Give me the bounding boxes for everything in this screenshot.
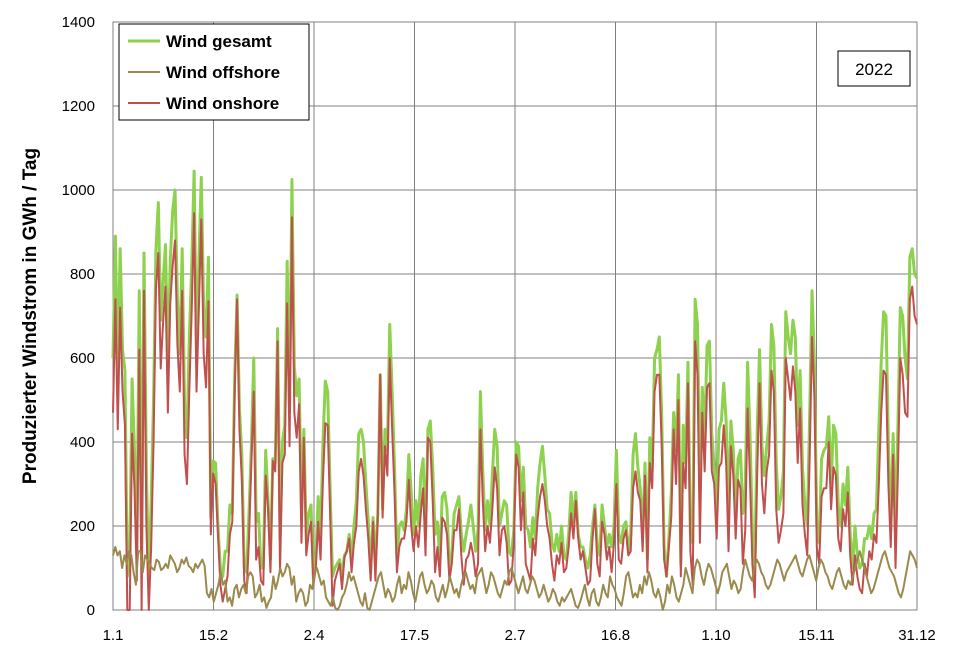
y-tick-label: 600 (70, 350, 95, 367)
y-tick-label: 1400 (62, 14, 95, 31)
x-tick-label: 15.2 (199, 627, 228, 644)
x-tick-label: 2.7 (505, 627, 526, 644)
y-tick-label: 0 (87, 602, 95, 619)
y-tick-label: 800 (70, 266, 95, 283)
x-tick-label: 1.10 (701, 627, 730, 644)
year-annotation-box (837, 50, 911, 87)
legend-label-gesamt: Wind gesamt (166, 32, 272, 51)
year-annotation: 2022 (837, 50, 911, 87)
year-annotation-text: 2022 (855, 60, 893, 79)
x-tick-label: 15.11 (798, 627, 834, 644)
series-lines (111, 169, 919, 611)
y-tick-label: 400 (70, 434, 95, 451)
x-tick-label: 16.8 (601, 627, 630, 644)
x-tick-label: 31.12 (898, 627, 936, 644)
y-axis-ticks: 0 200 400 600 800 1000 1200 1400 (62, 14, 95, 619)
legend-label-onshore: Wind onshore (166, 94, 279, 113)
x-tick-label: 17.5 (400, 627, 429, 644)
y-tick-label: 200 (70, 518, 95, 535)
y-tick-label: 1200 (62, 98, 95, 115)
y-tick-label: 1000 (62, 182, 95, 199)
x-tick-label: 2.4 (304, 627, 325, 644)
legend-label-offshore: Wind offshore (166, 63, 280, 82)
legend: Wind gesamt Wind offshore Wind onshore (118, 23, 310, 121)
series-line-offshore (112, 546, 918, 611)
x-tick-label: 1.1 (103, 627, 124, 644)
x-axis-ticks: 1.1 15.2 2.4 17.5 2.7 16.8 1.10 15.11 31.12 (103, 627, 936, 644)
y-axis-label: Produzierter Windstrom in GWh / Tag (20, 148, 41, 484)
